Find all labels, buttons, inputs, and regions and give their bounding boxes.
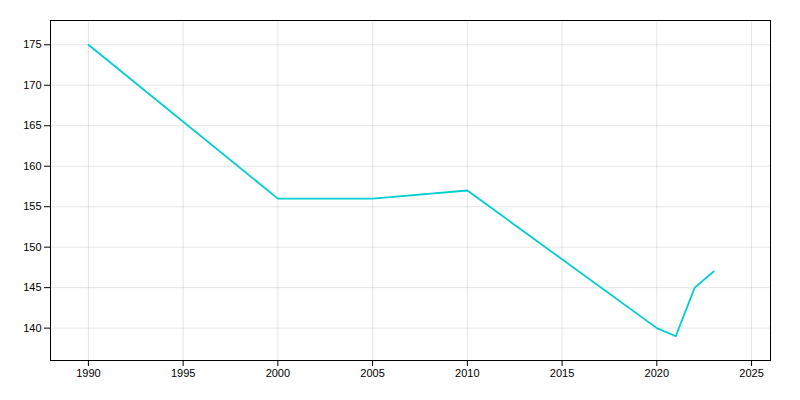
svg-text:160: 160: [23, 160, 41, 172]
svg-text:2015: 2015: [550, 367, 574, 379]
svg-text:175: 175: [23, 38, 41, 50]
svg-text:1995: 1995: [171, 367, 195, 379]
svg-text:2025: 2025: [739, 367, 763, 379]
svg-text:2010: 2010: [455, 367, 479, 379]
svg-text:145: 145: [23, 281, 41, 293]
svg-text:2005: 2005: [360, 367, 384, 379]
svg-text:140: 140: [23, 322, 41, 334]
svg-text:2020: 2020: [645, 367, 669, 379]
svg-text:150: 150: [23, 241, 41, 253]
svg-text:155: 155: [23, 200, 41, 212]
svg-text:1990: 1990: [76, 367, 100, 379]
svg-text:2000: 2000: [266, 367, 290, 379]
svg-text:165: 165: [23, 119, 41, 131]
svg-text:170: 170: [23, 79, 41, 91]
